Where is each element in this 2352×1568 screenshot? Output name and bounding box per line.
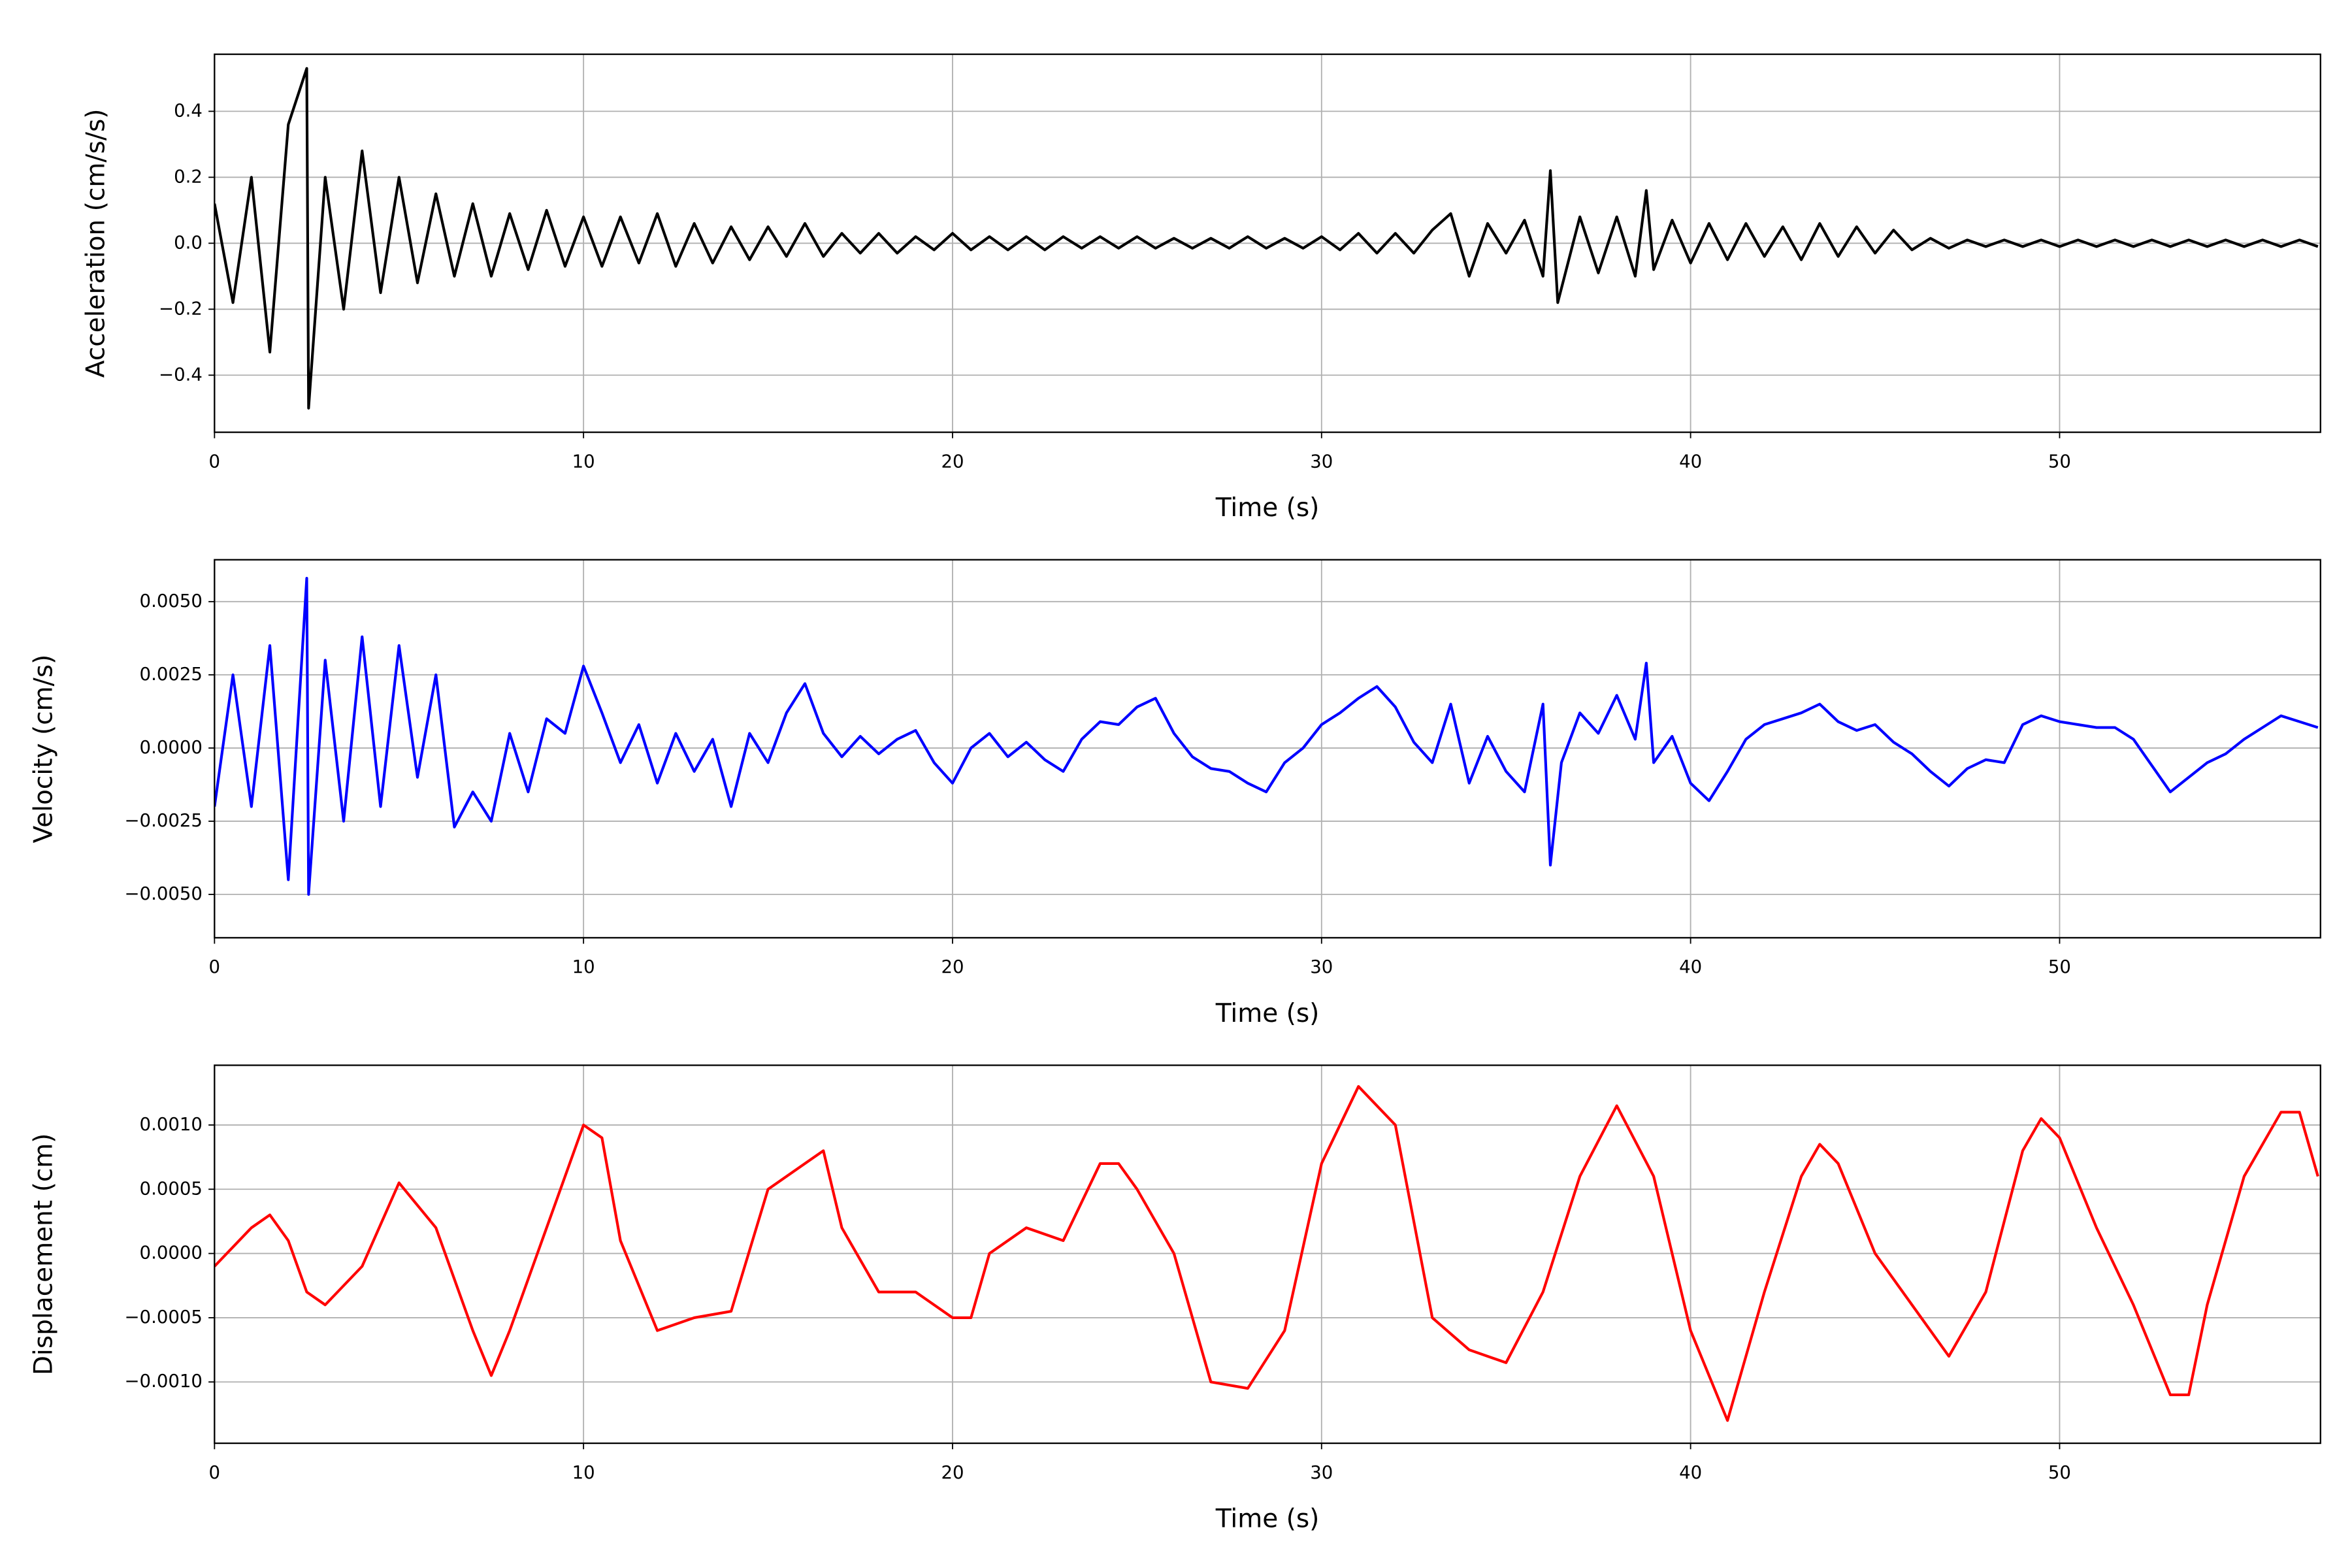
y-tick-label: −0.0010	[124, 1371, 202, 1392]
plot-frame	[214, 53, 2321, 433]
y-axis-label: Velocity (cm/s)	[29, 655, 58, 843]
x-tick-label: 50	[2048, 451, 2071, 472]
x-tick-label: 30	[1310, 1462, 1333, 1483]
x-tick-label: 10	[572, 1462, 595, 1483]
x-tick-label: 10	[572, 956, 595, 977]
x-tick-label: 40	[1679, 451, 1702, 472]
data-line	[214, 67, 2319, 410]
x-tick-label: 30	[1310, 451, 1333, 472]
y-tick-label: −0.0005	[124, 1307, 202, 1328]
data-line	[214, 1085, 2319, 1422]
y-axis-label: Displacement (cm)	[29, 1134, 58, 1376]
x-tick-label: 0	[209, 1462, 221, 1483]
y-tick-label: 0.0000	[140, 737, 203, 758]
y-tick-label: 0.0050	[140, 591, 203, 612]
x-tick-label: 10	[572, 451, 595, 472]
y-tick-label: 0.0025	[140, 664, 203, 685]
x-axis-label: Time (s)	[1215, 493, 1320, 523]
x-axis-label: Time (s)	[1215, 999, 1320, 1028]
y-tick-label: −0.0050	[124, 883, 202, 904]
x-tick-label: 20	[941, 1462, 964, 1483]
y-tick-label: −0.0025	[124, 810, 202, 831]
x-axis-label: Time (s)	[1215, 1505, 1320, 1534]
y-tick-label: −0.4	[159, 364, 203, 385]
x-tick-label: 40	[1679, 956, 1702, 977]
data-line	[214, 576, 2319, 896]
y-tick-label: 0.2	[174, 166, 203, 187]
y-axis-label: Acceleration (cm/s/s)	[82, 108, 111, 378]
x-tick-label: 50	[2048, 1462, 2071, 1483]
x-tick-label: 20	[941, 956, 964, 977]
y-tick-label: −0.2	[159, 298, 203, 319]
y-tick-label: 0.0000	[140, 1243, 203, 1264]
x-tick-label: 20	[941, 451, 964, 472]
plot-frame	[214, 559, 2321, 939]
x-tick-label: 30	[1310, 956, 1333, 977]
x-tick-label: 40	[1679, 1462, 1702, 1483]
y-tick-label: 0.4	[174, 100, 203, 121]
y-tick-label: 0.0005	[140, 1178, 203, 1199]
y-tick-label: 0.0	[174, 232, 203, 253]
x-tick-label: 0	[209, 956, 221, 977]
x-tick-label: 0	[209, 451, 221, 472]
plot-frame	[214, 1064, 2321, 1445]
y-tick-label: 0.0010	[140, 1114, 203, 1135]
x-tick-label: 50	[2048, 956, 2071, 977]
